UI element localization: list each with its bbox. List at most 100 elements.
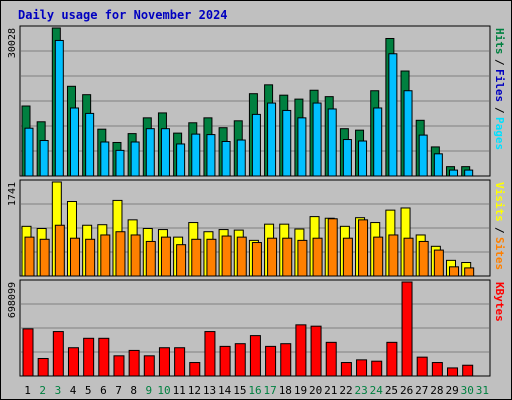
bar-sites: [449, 266, 460, 277]
series-label-files: Files: [493, 69, 506, 102]
bar-kbytes: [22, 328, 34, 377]
bar-sites: [176, 244, 187, 277]
x-tick-label: 19: [294, 384, 307, 397]
bar-files: [206, 134, 216, 177]
bar-files: [24, 127, 34, 177]
bar-sites: [327, 218, 338, 277]
bar-files: [236, 139, 246, 177]
bar-kbytes: [386, 341, 398, 377]
y-max-label: 1741: [7, 182, 18, 206]
bar-kbytes: [67, 347, 79, 377]
bar-files: [418, 134, 428, 177]
bar-files: [449, 169, 459, 177]
x-tick-label: 21: [324, 384, 337, 397]
bar-files: [54, 39, 64, 177]
series-label-kbytes: KBytes: [493, 282, 506, 322]
bar-kbytes: [340, 362, 352, 377]
x-tick-label: 22: [339, 384, 352, 397]
bar-kbytes: [158, 347, 170, 377]
bar-sites: [39, 238, 50, 277]
x-tick-label: 11: [173, 384, 186, 397]
bar-sites: [251, 242, 262, 277]
bar-files: [388, 53, 398, 177]
bar-sites: [236, 236, 247, 277]
bar-files: [100, 141, 110, 177]
bar-files: [403, 90, 413, 177]
bar-files: [85, 112, 95, 177]
bar-files: [464, 169, 474, 177]
x-tick-label: 1: [24, 384, 31, 397]
bar-files: [282, 109, 292, 177]
bar-kbytes: [37, 357, 49, 377]
bar-kbytes: [431, 362, 443, 377]
x-tick-label: 8: [130, 384, 137, 397]
bar-kbytes: [98, 337, 110, 377]
bar-kbytes: [143, 355, 155, 377]
x-tick-label: 7: [115, 384, 122, 397]
bar-kbytes: [447, 367, 459, 377]
bar-kbytes: [462, 364, 474, 377]
x-tick-label: 2: [39, 384, 46, 397]
bar-sites: [69, 237, 80, 277]
bar-kbytes: [416, 356, 428, 377]
bar-kbytes: [174, 347, 186, 377]
bar-kbytes: [325, 341, 337, 377]
x-tick-label: 30: [461, 384, 474, 397]
bar-sites: [85, 238, 96, 277]
bar-sites: [312, 237, 323, 277]
x-tick-label: 16: [248, 384, 261, 397]
bar-sites: [130, 234, 141, 277]
series-label-pages: Pages: [493, 117, 506, 150]
bar-kbytes: [52, 331, 64, 377]
bar-kbytes: [401, 281, 413, 377]
x-tick-label: 14: [218, 384, 232, 397]
bar-kbytes: [371, 360, 383, 377]
x-tick-label: 24: [370, 384, 384, 397]
bar-sites: [160, 236, 171, 277]
bar-sites: [100, 234, 111, 277]
bar-sites: [206, 238, 217, 277]
bar-kbytes: [83, 337, 95, 377]
bar-sites: [24, 236, 35, 277]
x-tick-label: 20: [309, 384, 322, 397]
x-tick-label: 29: [445, 384, 458, 397]
x-tick-label: 28: [430, 384, 443, 397]
x-tick-label: 31: [476, 384, 489, 397]
bar-sites: [145, 240, 156, 277]
bar-sites: [418, 240, 429, 277]
bar-sites: [464, 267, 475, 277]
bar-files: [145, 128, 155, 177]
series-label-separator: /: [493, 107, 506, 114]
x-tick-label: 12: [188, 384, 201, 397]
bar-kbytes: [219, 345, 231, 377]
bar-files: [358, 140, 368, 177]
bar-sites: [297, 239, 308, 277]
x-tick-label: 18: [279, 384, 292, 397]
bar-files: [433, 153, 443, 177]
bar-files: [267, 102, 277, 177]
bar-sites: [358, 219, 369, 277]
bar-sites: [282, 237, 293, 277]
bar-kbytes: [265, 345, 277, 377]
x-tick-label: 17: [264, 384, 277, 397]
series-label-separator: /: [493, 59, 506, 66]
bar-files: [312, 102, 322, 177]
bar-files: [251, 113, 261, 177]
bar-kbytes: [113, 355, 125, 377]
bar-files: [373, 107, 383, 177]
bar-kbytes: [189, 362, 201, 377]
bar-sites: [433, 249, 444, 277]
x-tick-label: 3: [55, 384, 62, 397]
bar-files: [342, 139, 352, 177]
bar-kbytes: [295, 324, 307, 377]
y-max-label: 30028: [7, 28, 18, 58]
x-tick-label: 25: [385, 384, 398, 397]
y-max-label: 698099: [7, 282, 18, 318]
bar-files: [297, 117, 307, 177]
bar-files: [130, 141, 140, 177]
series-label-hits: Hits: [493, 28, 506, 55]
bar-files: [39, 140, 49, 177]
bar-kbytes: [234, 343, 246, 377]
bar-kbytes: [310, 325, 322, 377]
